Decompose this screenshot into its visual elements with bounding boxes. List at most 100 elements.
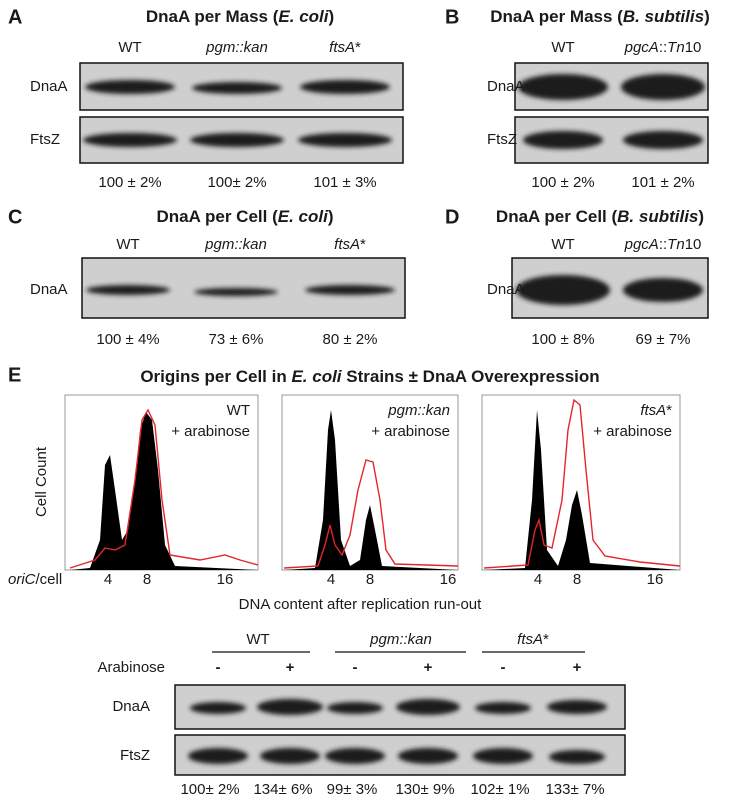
- row-label: FtsZ: [487, 131, 517, 148]
- panel-title: DnaA per Cell (E. coli): [157, 207, 334, 226]
- text-segment: ftsA: [640, 402, 666, 419]
- x-tick-label: 4: [534, 571, 542, 588]
- quantification: 100 ± 2%: [531, 174, 594, 191]
- text-segment: ftsA: [517, 631, 543, 648]
- quantification: 101 ± 2%: [631, 174, 694, 191]
- text-segment: ): [698, 207, 704, 226]
- row-label: DnaA: [30, 78, 68, 95]
- x-tick-label: 16: [440, 571, 457, 588]
- panel-title: DnaA per Mass (E. coli): [146, 7, 334, 26]
- text-segment: DnaA per Cell (: [157, 207, 279, 226]
- quantification: 130± 9%: [395, 781, 454, 798]
- group-label: pgm::kan: [369, 631, 432, 648]
- text-segment: ftsA: [329, 39, 355, 56]
- row-label: DnaA: [487, 281, 525, 298]
- blot-a: [79, 62, 404, 164]
- quantification: 101 ± 3%: [313, 174, 376, 191]
- text-segment: ): [704, 7, 710, 26]
- x-unit-label: oriC/cell: [8, 571, 62, 588]
- text-segment: pgm::kan: [205, 39, 268, 56]
- treatment-sign: +: [573, 659, 582, 676]
- text-segment: *: [543, 631, 549, 648]
- lane-label: WT: [118, 39, 141, 56]
- text-segment: pgm::kan: [369, 631, 432, 648]
- panel-title: DnaA per Mass (B. subtilis): [490, 7, 709, 26]
- text-segment: E. coli: [291, 367, 342, 386]
- panel-letter: C: [8, 206, 22, 228]
- treatment-label: Arabinose: [97, 659, 165, 676]
- quantification: 102± 1%: [470, 781, 529, 798]
- legend-treatment: + arabinose: [371, 423, 450, 440]
- text-segment: ): [328, 207, 334, 226]
- panel-letter: B: [445, 6, 459, 28]
- blot-b: [514, 62, 709, 164]
- quantification: 133± 7%: [545, 781, 604, 798]
- lane-label: pgm::kan: [204, 236, 267, 253]
- x-tick-label: 16: [217, 571, 234, 588]
- quantification: 100 ± 8%: [531, 331, 594, 348]
- panel-letter: E: [8, 364, 21, 386]
- panel-title: Origins per Cell in E. coli Strains ± Dn…: [140, 367, 599, 386]
- quantification: 100± 2%: [207, 174, 266, 191]
- text-segment: ): [328, 7, 334, 26]
- text-segment: B. subtilis: [623, 7, 704, 26]
- quantification: 69 ± 7%: [636, 331, 691, 348]
- blot-d: [511, 257, 709, 319]
- text-segment: 10: [685, 39, 702, 56]
- x-tick-label: 4: [104, 571, 112, 588]
- lane-label: WT: [551, 236, 574, 253]
- lane-label: pgcA::Tn10: [624, 39, 702, 56]
- x-tick-label: 16: [647, 571, 664, 588]
- text-segment: DnaA per Mass (: [146, 7, 279, 26]
- legend-strain: pgm::kan: [387, 402, 450, 419]
- x-tick-label: 8: [143, 571, 151, 588]
- x-tick-label: 8: [573, 571, 581, 588]
- group-label: ftsA*: [517, 631, 549, 648]
- histogram-pgm: [281, 394, 459, 571]
- blot-c: [81, 257, 406, 319]
- text-segment: Origins per Cell in: [140, 367, 291, 386]
- lane-label: ftsA*: [329, 39, 361, 56]
- row-label: DnaA: [487, 78, 525, 95]
- text-segment: oriC: [8, 571, 36, 588]
- text-segment: ::: [659, 236, 667, 253]
- text-segment: DnaA per Mass (: [490, 7, 623, 26]
- text-segment: Tn: [667, 39, 685, 56]
- legend-strain: WT: [227, 402, 250, 419]
- histogram-wt: [64, 394, 259, 571]
- panel-letter: D: [445, 206, 459, 228]
- text-segment: E. coli: [278, 7, 329, 26]
- text-segment: DnaA per Cell (: [496, 207, 618, 226]
- legend-strain: ftsA*: [640, 402, 672, 419]
- x-tick-label: 8: [366, 571, 374, 588]
- treatment-sign: +: [286, 659, 295, 676]
- quantification: 100 ± 2%: [98, 174, 161, 191]
- text-segment: B. subtilis: [617, 207, 698, 226]
- text-segment: E. coli: [278, 207, 329, 226]
- blot-e: [174, 651, 626, 776]
- quantification: 100± 2%: [180, 781, 239, 798]
- text-segment: *: [355, 39, 361, 56]
- text-segment: pgcA: [624, 39, 659, 56]
- text-segment: Strains ± DnaA Overexpression: [342, 367, 600, 386]
- text-segment: ftsA: [334, 236, 360, 253]
- text-segment: pgcA: [624, 236, 659, 253]
- lane-label: pgcA::Tn10: [624, 236, 702, 253]
- text-segment: *: [666, 402, 672, 419]
- text-segment: pgm::kan: [204, 236, 267, 253]
- lane-label: WT: [551, 39, 574, 56]
- text-segment: /cell: [36, 571, 63, 588]
- text-segment: *: [360, 236, 366, 253]
- quantification: 80 ± 2%: [323, 331, 378, 348]
- histogram-fts: [481, 394, 681, 571]
- treatment-sign: -: [216, 659, 221, 676]
- quantification: 99± 3%: [327, 781, 378, 798]
- treatment-sign: -: [353, 659, 358, 676]
- y-axis-label: Cell Count: [33, 446, 50, 517]
- legend-treatment: + arabinose: [171, 423, 250, 440]
- treatment-sign: +: [424, 659, 433, 676]
- x-axis-label: DNA content after replication run-out: [239, 596, 482, 613]
- row-label: FtsZ: [120, 747, 150, 764]
- row-label: DnaA: [30, 281, 68, 298]
- legend-treatment: + arabinose: [593, 423, 672, 440]
